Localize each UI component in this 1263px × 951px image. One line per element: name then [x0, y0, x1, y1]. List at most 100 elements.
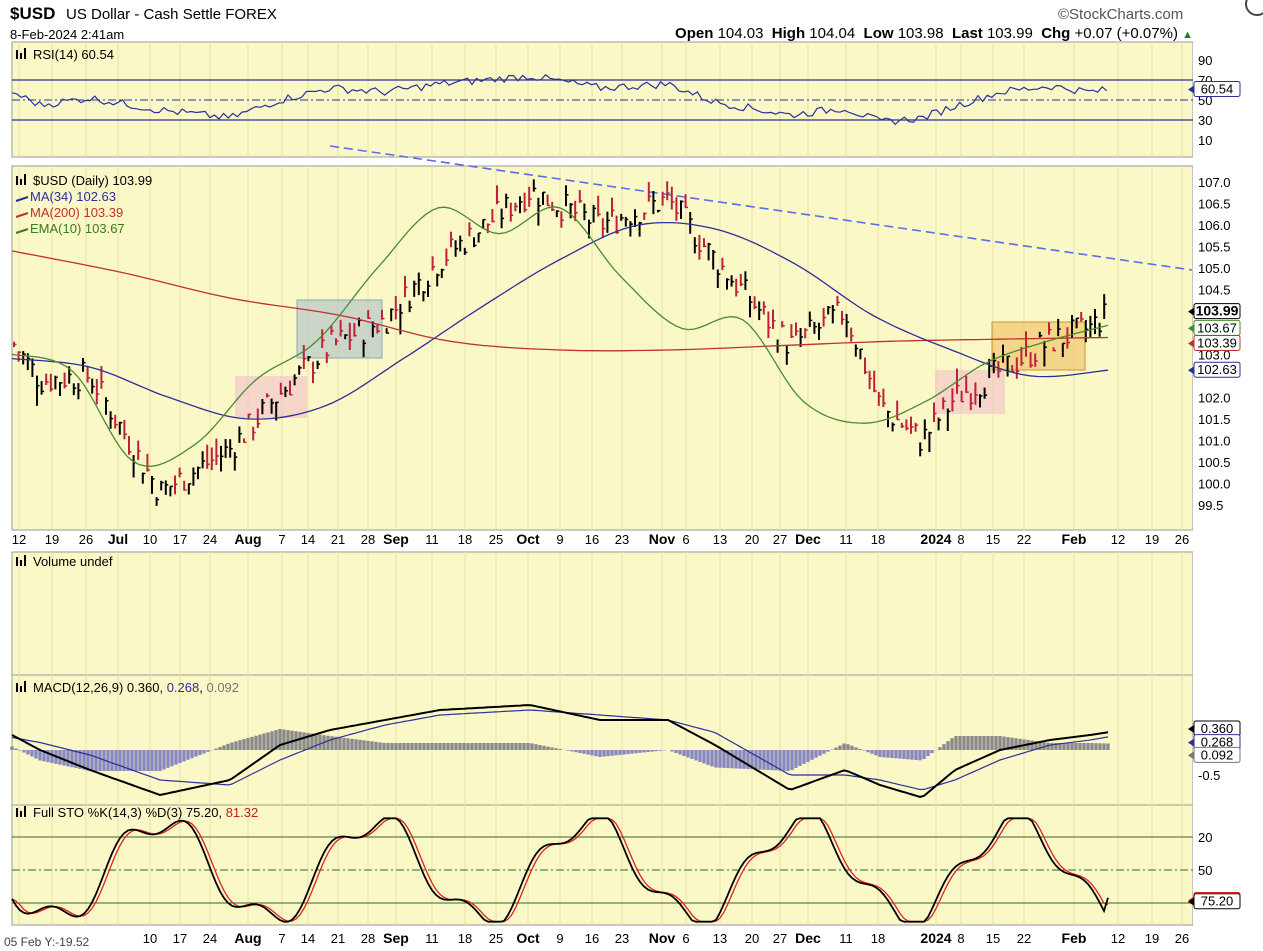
- x-tick-label: Jul: [108, 531, 128, 547]
- x-tick-label: 24: [203, 532, 217, 547]
- macd-hist-bar: [10, 746, 14, 750]
- rsi-tick: 30: [1198, 113, 1212, 128]
- macd-hist-bar: [70, 750, 74, 768]
- brand-link[interactable]: ©StockCharts.com: [1058, 6, 1184, 23]
- x-tick-label: Dec: [795, 531, 821, 547]
- macd-hist-bar: [538, 745, 542, 750]
- macd-hist-bar: [858, 749, 862, 750]
- macd-hist-bar: [90, 750, 94, 771]
- macd-hist-bar: [938, 747, 942, 750]
- macd-hist-bar: [446, 743, 450, 750]
- macd-hist-bar: [942, 744, 946, 750]
- macd-hist-bar: [1070, 743, 1074, 750]
- macd-hist-bar: [882, 750, 886, 758]
- macd-hist-bar: [358, 739, 362, 750]
- macd-hist-bar: [1002, 736, 1006, 750]
- macd-hist-bar: [542, 745, 546, 750]
- macd-hist-bar: [706, 750, 710, 765]
- macd-hist-bar: [902, 750, 906, 759]
- macd-hist-bar: [518, 743, 522, 750]
- x-tick-label: 23: [615, 532, 629, 547]
- macd-hist-bar: [50, 750, 54, 764]
- ema10-label: EMA(10) 103.67: [30, 221, 125, 236]
- rsi-tick: 10: [1198, 133, 1212, 148]
- macd-hist-bar: [718, 750, 722, 768]
- x-tick-label: 28: [361, 931, 375, 946]
- x-tick-label: 9: [556, 532, 563, 547]
- macd-hist-bar: [330, 736, 334, 750]
- sto-panel-icon: [16, 806, 26, 817]
- macd-hist-bar: [926, 750, 930, 757]
- rsi-tick: 90: [1198, 53, 1212, 68]
- price-bars: [13, 179, 1107, 506]
- sto-k-line: [11, 817, 1109, 923]
- macd-hist-bar: [470, 743, 474, 750]
- macd-hist-bar: [430, 743, 434, 750]
- ma200-badge-pointer: [1188, 339, 1194, 348]
- macd-hist-bar: [350, 738, 354, 750]
- rsi-badge-text: 60.54: [1201, 81, 1234, 96]
- macd-hist-bar: [14, 748, 18, 750]
- macd-line: [11, 704, 1109, 798]
- macd-hist-bar: [238, 740, 242, 750]
- macd-hist-bar: [594, 750, 598, 757]
- macd-panel-label: MACD(12,26,9) 0.360, 0.268, 0.092: [33, 680, 239, 695]
- vol-panel: [11, 551, 1194, 676]
- macd-hist-bar: [142, 750, 146, 771]
- macd-hist-bar: [98, 750, 102, 771]
- price-tick: 106.5: [1198, 197, 1231, 212]
- macd-hist-bar: [570, 750, 574, 752]
- ema10-legend-swatch: [15, 228, 29, 234]
- macd-hist-bar: [886, 750, 890, 758]
- x-tick-label: 23: [615, 931, 629, 946]
- x-tick-label: 17: [173, 931, 187, 946]
- rsi-panel-icon: [16, 48, 26, 59]
- macd-hist-bar: [790, 750, 794, 770]
- macd-signal-badge-pointer: [1188, 738, 1194, 747]
- last-price-badge-text: 103.99: [1196, 303, 1239, 319]
- macd-hist-bar: [786, 750, 790, 771]
- x-tick-label: Aug: [234, 531, 261, 547]
- price-tick: 105.5: [1198, 240, 1231, 255]
- macd-hist-bar: [318, 734, 322, 750]
- macd-hist-bar: [526, 743, 530, 750]
- macd-hist-bar: [810, 750, 814, 760]
- macd-hist-bar: [494, 743, 498, 750]
- macd-hist-bar: [782, 750, 786, 771]
- macd-hist-bar: [298, 731, 302, 750]
- macd-hist-bar: [278, 729, 282, 750]
- macd-hist-bar: [606, 750, 610, 757]
- macd-hist-bar: [386, 743, 390, 750]
- macd-badge: 0.360: [1188, 720, 1241, 737]
- macd-hist-bar: [1062, 743, 1066, 750]
- macd-hist-bar: [198, 750, 202, 755]
- macd-hist-bar: [282, 729, 286, 750]
- chg-value: +0.07 (+0.07%): [1074, 25, 1178, 42]
- x-tick-label: 22: [1017, 532, 1031, 547]
- macd-hist-bar: [826, 750, 830, 752]
- macd-hist-bar: [174, 750, 178, 765]
- macd-hist-bar: [270, 731, 274, 750]
- macd-hist-bar: [646, 750, 650, 753]
- macd-hist-bar: [478, 743, 482, 750]
- macd-hist-bar: [1058, 743, 1062, 750]
- macd-hist-bar: [982, 736, 986, 750]
- macd-hist-bar: [678, 750, 682, 755]
- macd-hist-bar: [146, 750, 150, 771]
- macd-hist-bar: [614, 750, 618, 756]
- macd-hist-bar: [550, 747, 554, 750]
- macd-hist-bar: [634, 750, 638, 754]
- macd-hist-bar: [870, 750, 874, 754]
- macd-hist-bar: [162, 750, 166, 770]
- macd-hist-bar: [530, 743, 534, 750]
- macd-hist-bar: [410, 743, 414, 750]
- macd-hist-bar: [274, 730, 278, 750]
- macd-hist-bar: [490, 743, 494, 750]
- sto-k-badge-text: 75.20: [1201, 894, 1234, 909]
- close-icon[interactable]: [1241, 0, 1263, 20]
- macd-hist-bar: [46, 750, 50, 763]
- x-tick-label: 11: [425, 931, 439, 946]
- last-price-badge: 103.99: [1188, 303, 1241, 320]
- macd-hist-bar: [958, 736, 962, 750]
- macd-hist-bar: [178, 750, 182, 763]
